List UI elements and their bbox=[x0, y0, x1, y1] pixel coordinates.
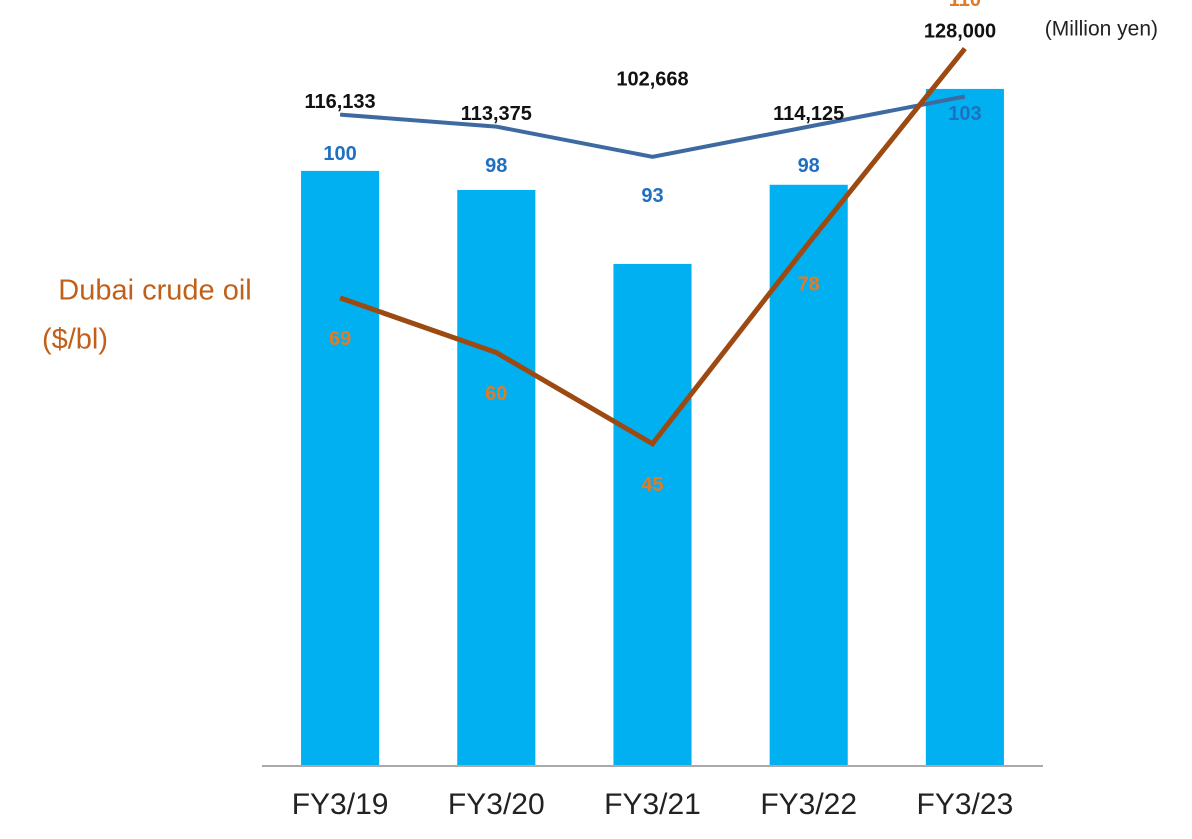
line bbox=[339, 46, 967, 448]
line bbox=[339, 94, 966, 159]
bar bbox=[613, 263, 692, 766]
bar bbox=[301, 170, 380, 766]
bar-value-label: 113,375 bbox=[461, 103, 532, 125]
x-tick-label: FY3/22 bbox=[760, 788, 857, 821]
value-label: 103 bbox=[948, 103, 981, 125]
value-label: 69 bbox=[329, 328, 351, 350]
bar-value-label: 128,000 bbox=[924, 20, 996, 42]
bar-value-label: 114,125 bbox=[773, 103, 844, 125]
value-label: 98 bbox=[485, 155, 507, 177]
bar bbox=[457, 189, 536, 767]
value-label: 110 bbox=[949, 0, 981, 11]
bar bbox=[925, 88, 1004, 767]
line-label: Dubai crude oil bbox=[58, 275, 251, 307]
unit-label: (Million yen) bbox=[1045, 18, 1158, 41]
bar bbox=[769, 184, 848, 767]
value-label: 98 bbox=[798, 155, 820, 177]
bar-value-label: 116,133 bbox=[304, 91, 375, 113]
x-tick-label: FY3/21 bbox=[604, 788, 701, 821]
value-label: 78 bbox=[798, 273, 820, 295]
value-label: 45 bbox=[641, 474, 663, 496]
line-unit: ($/bl) bbox=[42, 324, 108, 356]
value-label: 60 bbox=[485, 383, 507, 405]
value-label: 93 bbox=[641, 185, 663, 207]
bar-value-label: 102,668 bbox=[616, 68, 688, 90]
x-tick-label: FY3/19 bbox=[292, 788, 389, 821]
x-tick-label: FY3/20 bbox=[448, 788, 545, 821]
value-label: 100 bbox=[323, 143, 356, 165]
x-tick-label: FY3/23 bbox=[917, 788, 1014, 821]
